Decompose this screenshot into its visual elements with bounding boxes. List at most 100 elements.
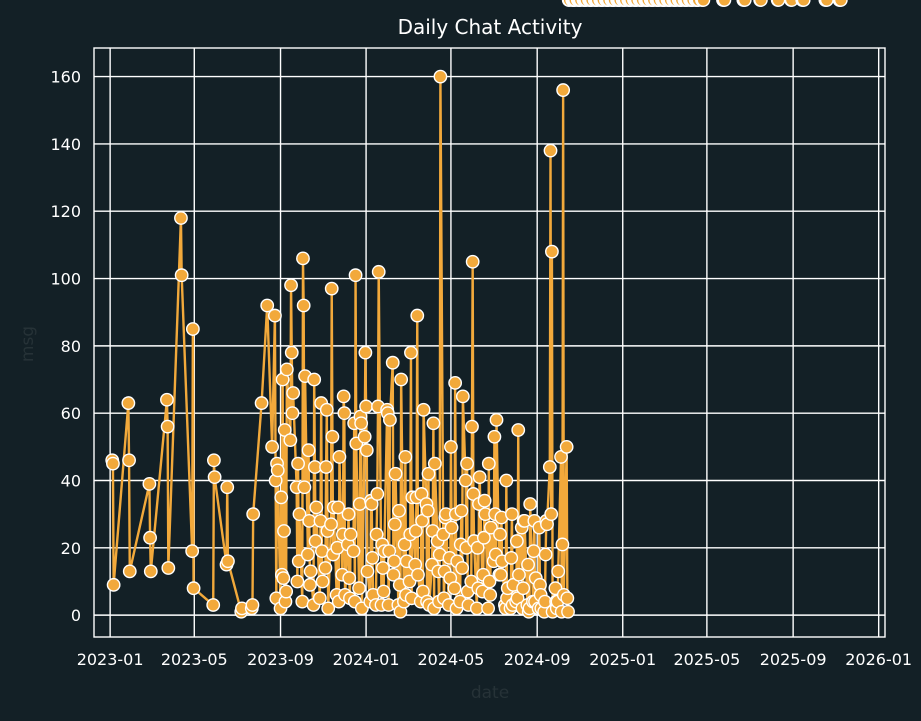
data-point (416, 402, 431, 417)
data-point (106, 456, 120, 471)
data-point (426, 416, 441, 431)
data-point (521, 557, 535, 572)
data-point (206, 598, 221, 612)
data-point (487, 429, 502, 444)
data-point (433, 69, 448, 84)
data-point (420, 503, 435, 518)
data-point (455, 561, 470, 575)
data-point (348, 268, 363, 283)
data-point (465, 254, 480, 269)
data-point (185, 544, 200, 559)
data-point (336, 389, 351, 404)
data-point (544, 507, 559, 522)
x-tick-label: 2025-05 (673, 650, 740, 669)
data-point (332, 450, 347, 464)
y-tick-label: 60 (61, 404, 81, 423)
data-point (376, 584, 391, 599)
data-point (277, 524, 291, 538)
data-point (460, 456, 474, 471)
data-point (283, 433, 298, 448)
data-point (207, 453, 221, 468)
data-point (481, 456, 496, 471)
data-point (387, 554, 402, 569)
y-tick-label: 40 (61, 471, 81, 490)
data-point (358, 345, 373, 360)
data-point (753, 0, 768, 7)
data-point (365, 551, 380, 565)
data-point (386, 567, 401, 582)
x-tick-label: 2023-05 (161, 650, 228, 669)
data-point (472, 470, 487, 485)
data-point (511, 423, 526, 437)
data-point (505, 507, 519, 522)
data-point (268, 308, 282, 323)
data-point (346, 544, 361, 559)
data-point (246, 507, 261, 522)
data-point (833, 0, 848, 7)
data-point (819, 0, 834, 7)
y-tick-label: 0 (71, 606, 81, 625)
data-point (493, 567, 508, 582)
data-point (696, 0, 711, 7)
data-point (523, 497, 538, 511)
data-point (122, 453, 136, 468)
x-tick-label: 2024-05 (418, 650, 485, 669)
data-point (444, 439, 458, 454)
data-point (499, 473, 514, 488)
data-point (221, 554, 235, 569)
data-point (385, 355, 400, 370)
data-point (352, 581, 366, 596)
data-point (482, 574, 497, 589)
data-point (270, 463, 285, 478)
data-point (291, 554, 306, 569)
data-point (489, 413, 504, 427)
data-point (308, 534, 323, 548)
data-point (285, 406, 300, 421)
data-point (174, 268, 189, 283)
data-point (421, 466, 436, 481)
x-tick-label: 2025-09 (760, 650, 827, 669)
data-point (274, 490, 289, 505)
data-point (398, 450, 413, 464)
data-point (542, 460, 557, 474)
data-point (142, 476, 157, 491)
data-point (560, 591, 575, 606)
data-point (784, 0, 799, 7)
data-point (284, 345, 299, 360)
data-point (324, 281, 339, 296)
data-point (276, 571, 291, 585)
data-point (319, 402, 334, 417)
data-point (295, 594, 310, 609)
data-point (470, 540, 485, 555)
data-point (512, 567, 526, 582)
data-point (538, 547, 553, 562)
data-point (309, 500, 324, 515)
y-tick-label: 120 (50, 202, 81, 221)
data-point (342, 571, 357, 585)
y-tick-label: 80 (61, 337, 81, 356)
data-point (341, 507, 356, 522)
data-point (392, 503, 406, 518)
series-layer (105, 0, 848, 619)
data-point (376, 561, 390, 575)
chart-title: Daily Chat Activity (398, 15, 583, 39)
data-point (318, 561, 333, 575)
data-point (448, 375, 463, 390)
data-point (383, 413, 397, 427)
data-point (284, 278, 298, 293)
data-point (476, 530, 491, 545)
data-point (279, 584, 294, 599)
data-point (160, 419, 175, 434)
data-point (207, 470, 222, 485)
data-point (387, 517, 402, 532)
data-point (555, 537, 570, 552)
data-point (279, 362, 294, 377)
data-point (370, 487, 385, 501)
data-point (292, 507, 307, 522)
data-point (307, 372, 322, 387)
data-point (427, 456, 442, 471)
data-point (561, 604, 575, 619)
data-point (324, 517, 338, 532)
data-point (516, 581, 531, 596)
